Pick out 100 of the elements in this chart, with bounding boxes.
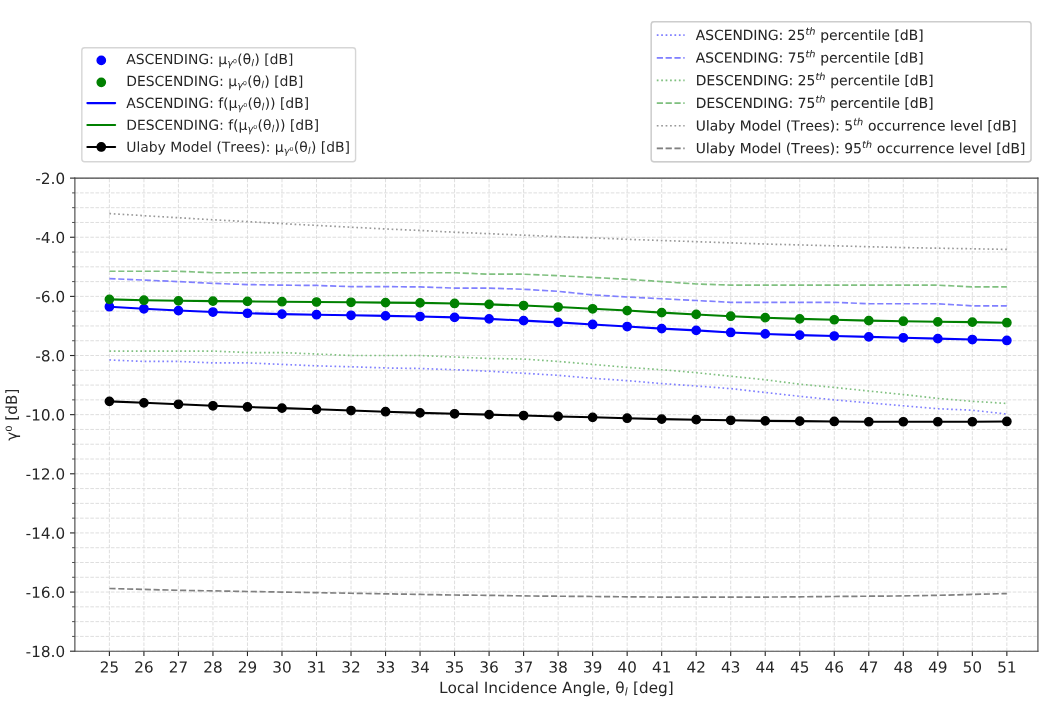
point bbox=[794, 416, 805, 427]
point bbox=[380, 297, 391, 308]
x-tick-label: 33 bbox=[376, 661, 395, 673]
point bbox=[656, 323, 667, 334]
point bbox=[1001, 416, 1012, 427]
x-tick-label: 35 bbox=[446, 661, 463, 673]
point bbox=[898, 316, 909, 327]
point bbox=[760, 416, 771, 426]
point bbox=[518, 410, 529, 421]
point bbox=[208, 400, 218, 411]
x-tick-label: 29 bbox=[238, 661, 257, 673]
x-tick-label: 38 bbox=[549, 661, 567, 673]
point bbox=[346, 310, 356, 321]
point bbox=[691, 414, 702, 425]
line-series bbox=[108, 277, 1008, 307]
point bbox=[725, 327, 736, 338]
point bbox=[691, 309, 702, 320]
point bbox=[415, 311, 425, 322]
point bbox=[967, 317, 978, 327]
point bbox=[484, 313, 494, 324]
legend-label: ASCENDING: 25$^{th}$ percentile [dB] bbox=[695, 27, 923, 43]
x-tick-label: 50 bbox=[963, 661, 982, 673]
point bbox=[484, 299, 494, 310]
point bbox=[656, 307, 667, 318]
point bbox=[829, 331, 840, 341]
point bbox=[415, 298, 425, 308]
point bbox=[139, 303, 149, 314]
point bbox=[449, 312, 460, 323]
point bbox=[104, 294, 115, 305]
legend-label: ASCENDING: μ$_{γ⁰}$(θ$_{l}$) [dB] bbox=[126, 53, 293, 69]
point bbox=[863, 315, 874, 326]
point bbox=[794, 330, 805, 340]
y-tick-label: -10.0 bbox=[26, 409, 65, 421]
point bbox=[208, 307, 218, 317]
x-tick-label: 51 bbox=[998, 661, 1016, 673]
point bbox=[863, 332, 874, 342]
point bbox=[277, 309, 287, 319]
point bbox=[967, 334, 978, 345]
legend-label: DESCENDING: μ$_{γ⁰}$(θ$_{l}$) [dB] bbox=[127, 75, 303, 91]
x-tick-label: 45 bbox=[790, 661, 809, 673]
x-tick-label: 40 bbox=[618, 661, 636, 673]
x-tick-label: 47 bbox=[859, 661, 878, 673]
point bbox=[553, 411, 563, 422]
legend-label: Ulaby Model (Trees): μ$_{γ⁰}$(θ$_{l}$) [dB] bbox=[127, 141, 349, 157]
point bbox=[277, 296, 287, 307]
point bbox=[863, 416, 874, 427]
y-axis-title: γ⁰ [dB] bbox=[5, 389, 21, 441]
point bbox=[242, 402, 253, 412]
point bbox=[553, 317, 563, 328]
point bbox=[1001, 317, 1012, 328]
point bbox=[208, 296, 218, 306]
x-tick-label: 27 bbox=[169, 661, 187, 673]
line-series bbox=[108, 270, 1008, 288]
point bbox=[967, 416, 978, 427]
point bbox=[587, 319, 598, 330]
legend-label: DESCENDING: 25$^{th}$ percentile [dB] bbox=[697, 72, 933, 89]
point bbox=[829, 416, 840, 427]
point bbox=[656, 414, 667, 424]
point bbox=[380, 311, 391, 321]
point bbox=[311, 404, 322, 415]
x-tick-label: 42 bbox=[687, 661, 705, 673]
x-tick-label: 41 bbox=[652, 661, 670, 673]
x-tick-label: 48 bbox=[894, 661, 912, 673]
point bbox=[622, 305, 633, 316]
x-tick-label: 28 bbox=[204, 661, 222, 673]
x-tick-label: 46 bbox=[825, 661, 844, 673]
x-tick-label: 37 bbox=[515, 661, 533, 673]
point bbox=[518, 315, 529, 326]
legend-label: DESCENDING: 75$^{th}$ percentile [dB] bbox=[697, 95, 933, 111]
point bbox=[242, 296, 253, 307]
point bbox=[932, 316, 943, 327]
line-series bbox=[108, 587, 1008, 598]
legend-label: Ulaby Model (Trees): 95$^{th}$ occurrence level [dB] bbox=[696, 140, 1025, 157]
point bbox=[311, 309, 322, 320]
point bbox=[829, 314, 840, 325]
point bbox=[242, 308, 253, 319]
point bbox=[794, 313, 805, 324]
point bbox=[932, 333, 943, 344]
point bbox=[346, 405, 356, 416]
point bbox=[622, 413, 633, 424]
line-series bbox=[108, 212, 1008, 251]
point bbox=[725, 311, 736, 322]
point bbox=[484, 409, 494, 420]
point bbox=[553, 302, 563, 312]
point bbox=[380, 406, 391, 417]
x-tick-label: 43 bbox=[721, 661, 740, 673]
point bbox=[898, 332, 909, 343]
y-tick-label: -4.0 bbox=[36, 231, 65, 244]
y-tick-label: -18.0 bbox=[26, 645, 65, 658]
legend-label: Ulaby Model (Trees): 5$^{th}$ occurrence level [dB] bbox=[696, 117, 1016, 134]
y-tick-label: -6.0 bbox=[36, 290, 65, 303]
point bbox=[587, 412, 598, 423]
point bbox=[898, 416, 909, 427]
point bbox=[311, 297, 322, 307]
point bbox=[725, 415, 736, 426]
point bbox=[346, 297, 356, 308]
point bbox=[139, 397, 149, 408]
y-tick-label: -8.0 bbox=[36, 349, 65, 362]
y-tick-label: -14.0 bbox=[26, 527, 65, 539]
point bbox=[415, 408, 425, 418]
